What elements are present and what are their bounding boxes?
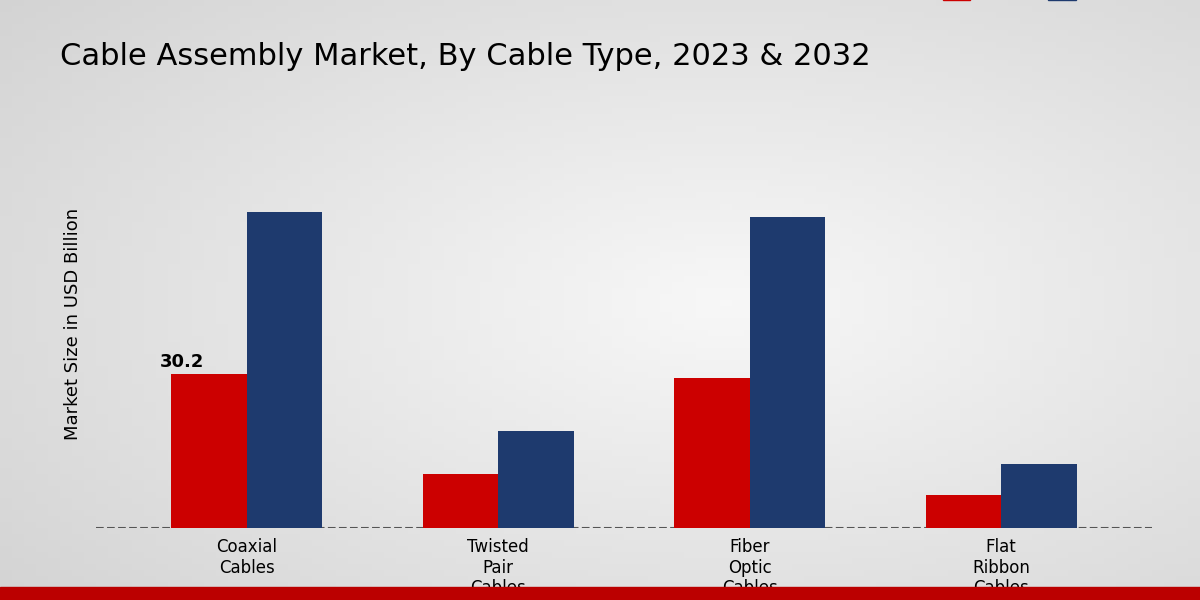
Bar xyxy=(674,377,750,528)
Legend: 2023, 2032: 2023, 2032 xyxy=(936,0,1142,8)
Text: 30.2: 30.2 xyxy=(160,353,204,371)
Bar xyxy=(172,374,247,528)
Y-axis label: Market Size in USD Billion: Market Size in USD Billion xyxy=(64,208,82,440)
Bar xyxy=(1001,464,1076,528)
Bar xyxy=(925,495,1001,528)
Text: Cable Assembly Market, By Cable Type, 2023 & 2032: Cable Assembly Market, By Cable Type, 20… xyxy=(60,42,871,71)
Bar xyxy=(750,217,826,528)
Bar xyxy=(247,212,323,528)
Bar xyxy=(422,475,498,528)
Bar xyxy=(498,431,574,528)
